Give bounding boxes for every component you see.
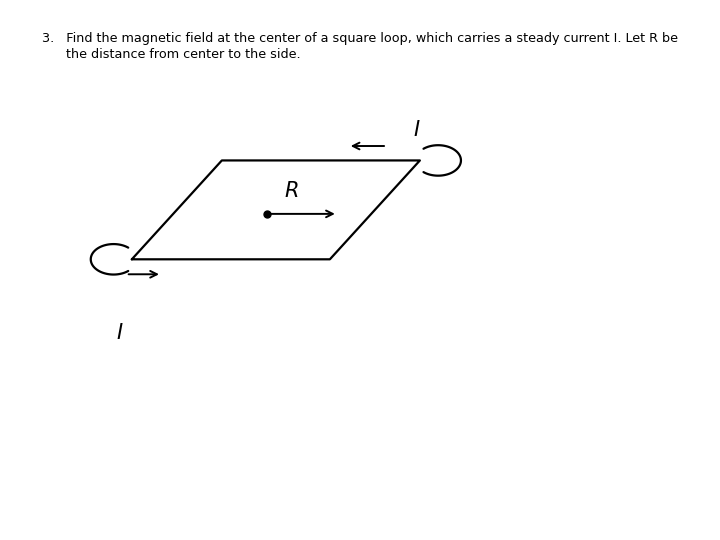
Text: 3.   Find the magnetic field at the center of a square loop, which carries a ste: 3. Find the magnetic field at the center…	[42, 32, 678, 45]
Text: $I$: $I$	[413, 120, 420, 140]
Text: $R$: $R$	[284, 180, 298, 200]
Text: $I$: $I$	[116, 323, 124, 343]
Text: the distance from center to the side.: the distance from center to the side.	[42, 48, 300, 61]
